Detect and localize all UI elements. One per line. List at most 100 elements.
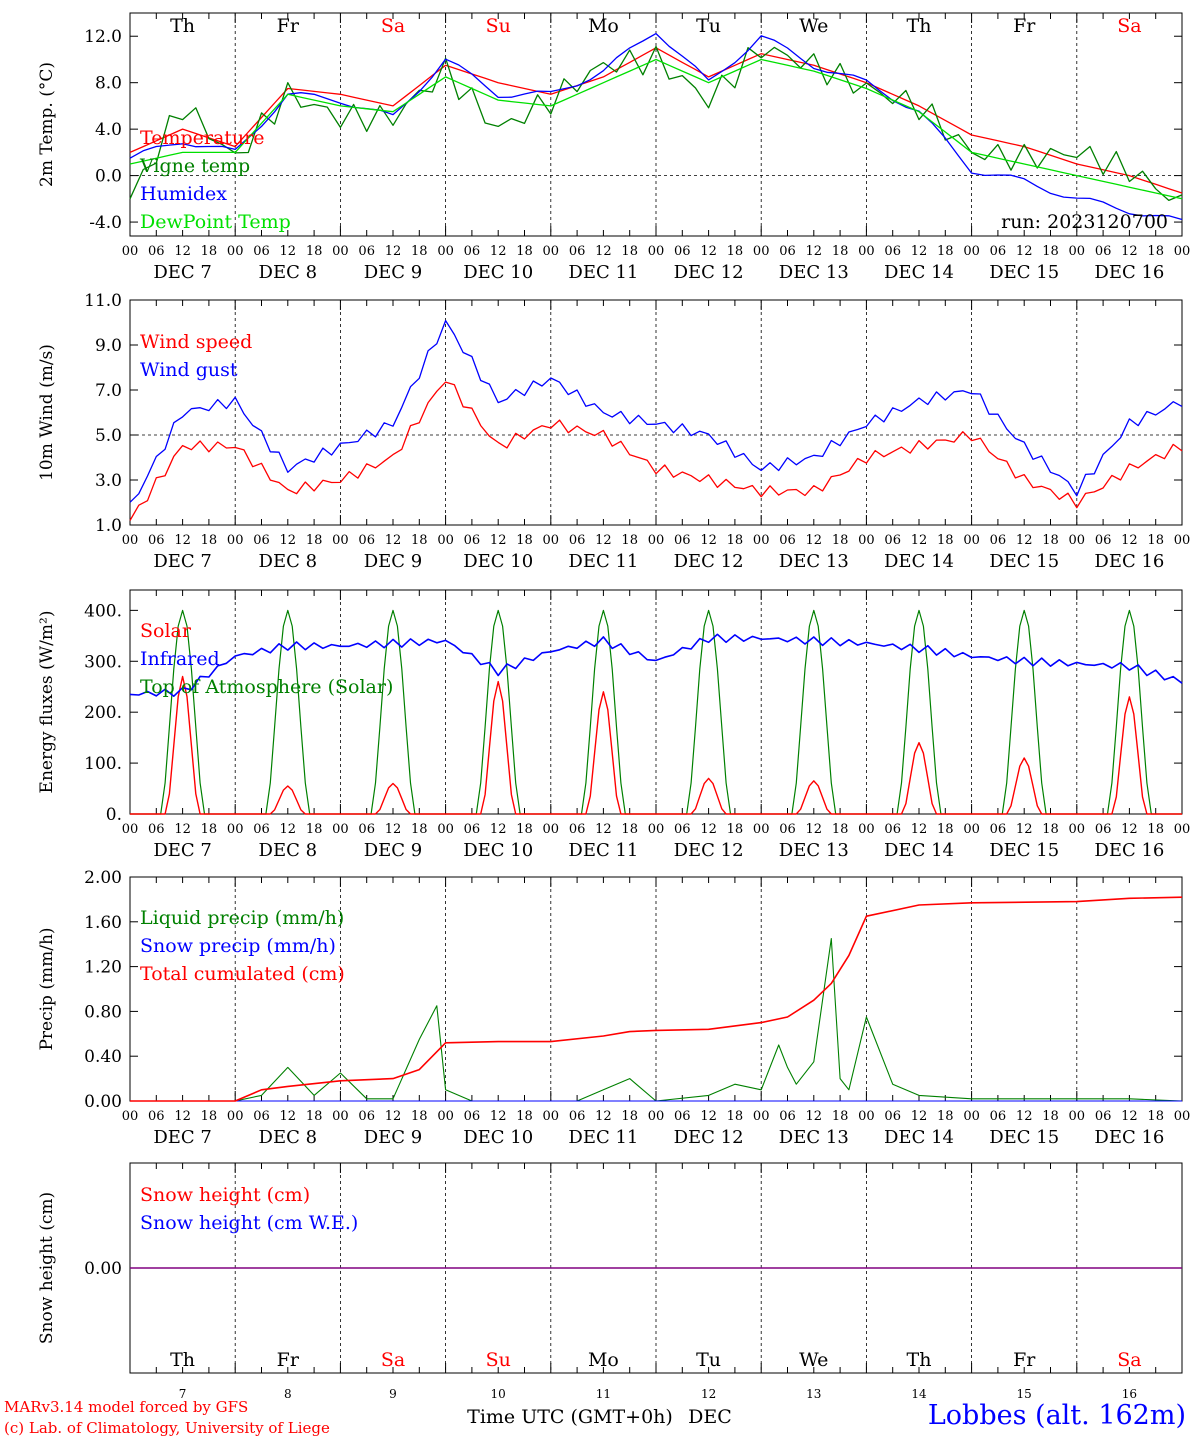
day-number: 16 bbox=[1122, 1387, 1137, 1401]
hour-label: 00 bbox=[858, 822, 875, 837]
series-solar bbox=[130, 675, 1182, 815]
hour-label: 12 bbox=[700, 822, 717, 837]
hour-label: 18 bbox=[1147, 244, 1164, 259]
hour-label: 00 bbox=[1174, 1109, 1191, 1124]
day-label: DEC 12 bbox=[674, 1127, 744, 1148]
hour-label: 06 bbox=[358, 822, 375, 837]
hour-label: 00 bbox=[753, 533, 770, 548]
series-liquid-precip bbox=[130, 938, 1183, 1102]
hour-label: 00 bbox=[963, 822, 980, 837]
hour-label: 18 bbox=[937, 244, 954, 259]
hour-label: 12 bbox=[911, 244, 928, 259]
hour-label: 00 bbox=[648, 533, 665, 548]
legend-entry: Top of Atmosphere (Solar) bbox=[140, 676, 393, 698]
hour-label: 00 bbox=[543, 822, 560, 837]
hour-label: 06 bbox=[464, 822, 481, 837]
hour-label: 18 bbox=[516, 822, 533, 837]
panel-3: 400. 300. 200. 100. 0. Energy fluxes (W/m²) So… bbox=[37, 589, 1183, 825]
hour-label: 00 bbox=[963, 1109, 980, 1124]
station-label: Lobbes (alt. 162m) bbox=[927, 1400, 1186, 1431]
y-axis-label: Energy fluxes (W/m²) bbox=[37, 611, 57, 794]
day-label: DEC 16 bbox=[1094, 840, 1164, 861]
y-tick-label: 3.0 bbox=[95, 471, 122, 491]
day-label: DEC 10 bbox=[463, 262, 533, 283]
y-tick-label: 0. bbox=[106, 805, 122, 825]
hour-label: 06 bbox=[358, 1109, 375, 1124]
hour-label: 06 bbox=[148, 244, 165, 259]
hour-label: 00 bbox=[753, 1109, 770, 1124]
day-number: 13 bbox=[806, 1387, 821, 1401]
day-number: 15 bbox=[1017, 1387, 1032, 1401]
y-tick-label: 0.00 bbox=[84, 1259, 122, 1279]
hour-label: 18 bbox=[1042, 1109, 1059, 1124]
hour-label: 06 bbox=[1095, 1109, 1112, 1124]
hour-label: 06 bbox=[674, 822, 691, 837]
y-axis-label: 2m Temp. (°C) bbox=[37, 62, 57, 187]
hour-label: 06 bbox=[1095, 822, 1112, 837]
hour-label: 18 bbox=[306, 244, 323, 259]
hour-label: 12 bbox=[595, 1109, 612, 1124]
hour-label: 12 bbox=[595, 822, 612, 837]
hour-label: 18 bbox=[201, 822, 218, 837]
hour-label: 06 bbox=[990, 1109, 1007, 1124]
y-tick-label: 200. bbox=[84, 703, 122, 723]
hour-label: 06 bbox=[674, 533, 691, 548]
hour-label: 00 bbox=[1174, 533, 1191, 548]
hour-label: 12 bbox=[174, 822, 191, 837]
hour-label: 12 bbox=[1121, 244, 1138, 259]
hour-label: 12 bbox=[700, 1109, 717, 1124]
legend-entry: Infrared bbox=[140, 648, 220, 670]
weekday-label: Fr bbox=[1013, 15, 1036, 37]
x-axis-labels-3: 00 06 12 18 00 06 12 18 00 06 12 18 00 06 12 18 00 06 12 18… bbox=[122, 822, 1191, 861]
hour-label: 18 bbox=[1042, 822, 1059, 837]
day-label: DEC 12 bbox=[674, 551, 744, 572]
hour-label: 18 bbox=[411, 533, 428, 548]
weekday-label: Th bbox=[907, 1349, 932, 1371]
hour-label: 00 bbox=[1174, 244, 1191, 259]
y-tick-label: 0.00 bbox=[84, 1092, 122, 1112]
y-tick-label: 1.0 bbox=[95, 516, 122, 536]
hour-label: 06 bbox=[148, 533, 165, 548]
day-label: DEC 14 bbox=[884, 262, 954, 283]
day-label: DEC 11 bbox=[568, 262, 638, 283]
y-tick-label: 100. bbox=[84, 754, 122, 774]
hour-label: 18 bbox=[306, 533, 323, 548]
hour-label: 00 bbox=[227, 533, 244, 548]
hour-label: 00 bbox=[332, 1109, 349, 1124]
y-tick-label: -4.0 bbox=[89, 213, 122, 233]
panel-frame bbox=[129, 299, 1183, 526]
weekday-label: We bbox=[799, 1349, 828, 1371]
hour-label: 18 bbox=[1147, 822, 1164, 837]
y-tick-label: 1.20 bbox=[84, 958, 122, 978]
legend-entry: Snow height (cm W.E.) bbox=[140, 1212, 358, 1234]
y-tick-label: 5.0 bbox=[95, 426, 122, 446]
legend-entry: Total cumulated (cm) bbox=[140, 963, 345, 985]
day-label: DEC 8 bbox=[259, 551, 318, 572]
hour-label: 06 bbox=[464, 533, 481, 548]
y-axis-label: Snow height (cm) bbox=[37, 1192, 57, 1344]
x-axis-labels-1: 00 06 12 18 00 06 12 18 00 06 12 18 00 06 12 18 00 06 12 18… bbox=[122, 244, 1191, 283]
hour-label: 18 bbox=[201, 533, 218, 548]
hour-label: 12 bbox=[490, 244, 507, 259]
panel-4: 2.00 1.60 1.20 0.80 0.40 0.00 Precip (mm/h) Liq… bbox=[37, 868, 1183, 1112]
day-label: DEC 11 bbox=[568, 551, 638, 572]
hour-label: 06 bbox=[569, 533, 586, 548]
hour-label: 12 bbox=[911, 822, 928, 837]
weekday-label: Th bbox=[907, 15, 932, 37]
hour-label: 18 bbox=[621, 1109, 638, 1124]
y-axis-label: 10m Wind (m/s) bbox=[37, 344, 57, 481]
y-tick-label: 0.0 bbox=[95, 167, 122, 187]
y-tick-label: 2.00 bbox=[84, 868, 122, 888]
y-tick-label: 8.0 bbox=[95, 74, 122, 94]
hour-label: 06 bbox=[884, 244, 901, 259]
weekday-label: Su bbox=[486, 1349, 511, 1371]
hour-label: 00 bbox=[1174, 822, 1191, 837]
hour-label: 06 bbox=[569, 822, 586, 837]
weekday-label: Sa bbox=[1117, 15, 1141, 37]
y-axis-label: Precip (mm/h) bbox=[37, 927, 57, 1050]
day-label: DEC 9 bbox=[364, 262, 423, 283]
day-label: DEC 15 bbox=[989, 551, 1059, 572]
hour-label: 12 bbox=[490, 533, 507, 548]
x-axis-labels-2: 00 06 12 18 00 06 12 18 00 06 12 18 00 06 12 18 00 06 12 18… bbox=[122, 533, 1191, 572]
